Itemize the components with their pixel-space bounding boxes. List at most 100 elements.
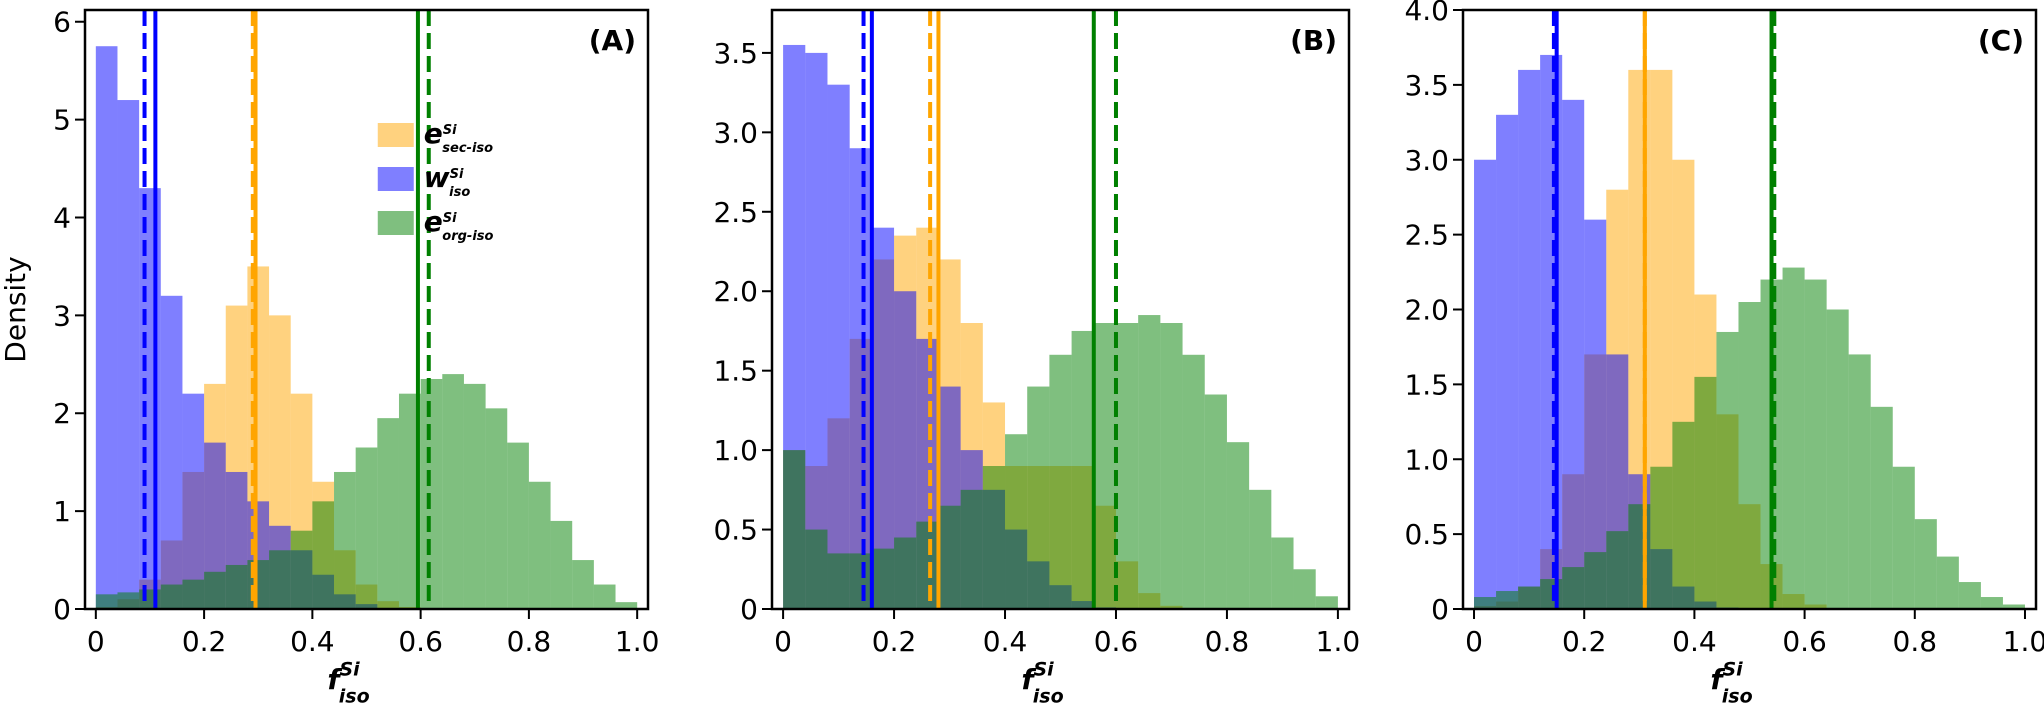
bar bbox=[1315, 596, 1338, 609]
x-axis-label: fSi iso bbox=[1021, 659, 1063, 704]
x-tick-label: 0.8 bbox=[1893, 625, 1938, 658]
bar bbox=[95, 594, 118, 609]
bar bbox=[442, 374, 464, 609]
bar bbox=[1474, 597, 1497, 609]
bar bbox=[871, 227, 895, 609]
x-tick-label: 0.8 bbox=[507, 625, 552, 658]
bar bbox=[1160, 323, 1183, 609]
bar bbox=[160, 584, 183, 609]
x-tick-label: 0.6 bbox=[398, 625, 443, 658]
plot-frame bbox=[83, 8, 650, 611]
bar bbox=[1628, 504, 1651, 609]
bar bbox=[1694, 376, 1717, 609]
x-tick-label: 0.4 bbox=[1672, 625, 1717, 658]
bar bbox=[1496, 591, 1519, 609]
y-tick-label: 4.0 bbox=[1404, 0, 1449, 27]
y-tick-label: 3.5 bbox=[1404, 69, 1449, 102]
bar bbox=[139, 188, 161, 610]
legend-label-sup: Si bbox=[443, 123, 457, 138]
y-tick-label: 3.0 bbox=[1404, 144, 1449, 177]
x-axis-label-main: f bbox=[327, 663, 343, 696]
bar bbox=[615, 602, 638, 609]
bar bbox=[938, 505, 961, 609]
bar bbox=[550, 520, 573, 609]
bar bbox=[1936, 556, 1959, 609]
x-tick-label: 0 bbox=[1465, 625, 1483, 658]
legend-label-sup: Si bbox=[443, 211, 457, 226]
bar bbox=[398, 393, 421, 609]
bar bbox=[1115, 323, 1139, 609]
bar bbox=[1892, 466, 1915, 609]
bar bbox=[1496, 114, 1519, 609]
y-tick-label: 2.0 bbox=[713, 275, 758, 308]
bar bbox=[1958, 582, 1981, 609]
y-tick-label: 1 bbox=[53, 495, 71, 528]
bar bbox=[1249, 489, 1272, 609]
bar bbox=[871, 548, 895, 609]
x-axis-label-main: f bbox=[1021, 663, 1037, 696]
bar bbox=[960, 489, 983, 609]
bar bbox=[1226, 442, 1250, 609]
panel-label: (A) bbox=[589, 24, 636, 57]
bar bbox=[1271, 537, 1294, 609]
x-tick-label: 0.6 bbox=[1782, 625, 1827, 658]
y-tick-label: 0 bbox=[740, 593, 758, 626]
x-tick-label: 0.2 bbox=[182, 625, 227, 658]
x-axis-label-sub: iso bbox=[1033, 685, 1064, 704]
panel-label: (B) bbox=[1290, 24, 1337, 57]
bar bbox=[160, 295, 183, 609]
bar bbox=[1540, 54, 1563, 610]
plot-frame bbox=[770, 8, 1351, 611]
legend-label-main: w bbox=[424, 161, 450, 194]
bar bbox=[1672, 421, 1695, 609]
legend-label-sub: org-iso bbox=[442, 229, 493, 244]
bar bbox=[377, 418, 399, 609]
legend-label: wSi iso bbox=[424, 161, 471, 200]
bar bbox=[1716, 331, 1739, 609]
x-axis-label-sub: iso bbox=[339, 685, 370, 704]
bar bbox=[312, 501, 335, 609]
x-axis-label: fSi iso bbox=[327, 659, 369, 704]
bar bbox=[849, 148, 872, 609]
bar bbox=[593, 584, 616, 609]
bar bbox=[1293, 569, 1316, 609]
bar bbox=[805, 529, 828, 609]
bar bbox=[225, 564, 248, 609]
x-tick-label: 0.2 bbox=[1562, 625, 1607, 658]
x-tick-label: 1.0 bbox=[2003, 625, 2044, 658]
bar bbox=[1071, 330, 1094, 609]
legend-label: eSi sec-iso bbox=[424, 117, 493, 156]
bar bbox=[1049, 354, 1072, 609]
y-tick-label: 1.0 bbox=[1404, 443, 1449, 476]
bar bbox=[1474, 159, 1497, 609]
bar bbox=[1005, 434, 1028, 609]
bar bbox=[182, 393, 205, 609]
bar bbox=[783, 450, 806, 609]
bar bbox=[420, 378, 443, 609]
legend-label: eSi org-iso bbox=[424, 205, 494, 244]
bar bbox=[1182, 354, 1205, 609]
y-tick-label: 2 bbox=[53, 397, 71, 430]
bar bbox=[355, 447, 378, 609]
x-tick-label: 1.0 bbox=[1316, 625, 1361, 658]
y-tick-label: 1.5 bbox=[713, 355, 758, 388]
x-axis-label-sup: Si bbox=[1034, 659, 1055, 681]
y-tick-label: 0.5 bbox=[1404, 518, 1449, 551]
bar bbox=[1562, 99, 1585, 609]
bar bbox=[528, 481, 551, 609]
y-axis-label: Density bbox=[0, 256, 32, 362]
bar bbox=[269, 550, 291, 609]
bar bbox=[1540, 579, 1563, 609]
bar bbox=[1738, 302, 1761, 609]
x-tick-label: 1.0 bbox=[615, 625, 660, 658]
bar bbox=[117, 100, 140, 610]
bar bbox=[334, 471, 356, 609]
legend-swatch bbox=[377, 211, 414, 235]
x-axis-label-main: f bbox=[1710, 663, 1726, 696]
bar bbox=[1138, 315, 1161, 609]
bar bbox=[1562, 567, 1585, 609]
bar bbox=[290, 530, 313, 609]
x-axis-label-sup: Si bbox=[340, 659, 361, 681]
bar bbox=[463, 383, 486, 609]
legend-label-main: e bbox=[424, 117, 443, 150]
